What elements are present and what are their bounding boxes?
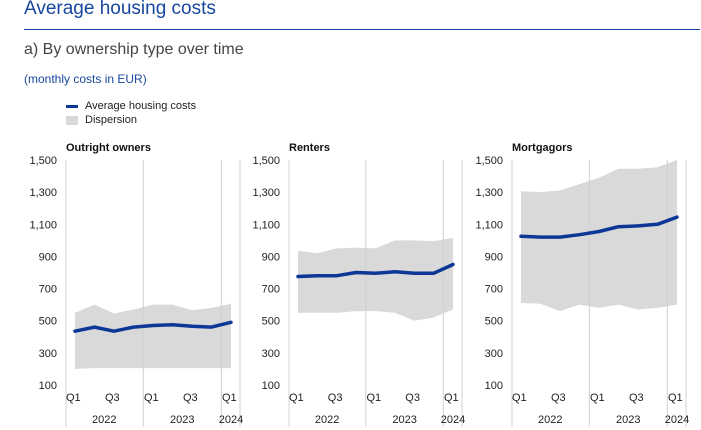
x-tick-label: Q1 (512, 392, 527, 404)
y-tick-label: 500 (39, 316, 57, 328)
y-tick-label: 700 (262, 284, 280, 296)
chart-panel-1: Outright owners 100 300 500 700 900 1,100 1,300… (29, 142, 243, 427)
chart-panel-2: Renters 100 300 500 700 900 1,100 1,300 1,500 Q1 Q… (252, 142, 465, 427)
y-tick-label: 1,100 (475, 219, 503, 231)
legend-band-swatch (66, 115, 78, 125)
chart-title: Mortgagors (512, 142, 573, 154)
y-tick-label: 1,300 (252, 187, 280, 199)
y-tick-label: 1,500 (29, 155, 57, 167)
x-tick-label: Q1 (668, 392, 683, 404)
year-label: 2023 (392, 414, 416, 426)
year-label: 2022 (315, 414, 339, 426)
page-subtitle: a) By ownership type over time (24, 41, 244, 58)
y-tick-label: 900 (262, 251, 280, 263)
y-tick-label: 500 (485, 316, 503, 328)
y-tick-label: 100 (485, 380, 503, 392)
y-tick-label: 1,100 (29, 219, 57, 231)
title-divider (24, 29, 700, 30)
legend-dispersion-label: Dispersion (85, 114, 137, 126)
y-tick-label: 100 (262, 380, 280, 392)
x-tick-label: Q1 (444, 392, 459, 404)
y-tick-label: 700 (39, 284, 57, 296)
legend: Average housing costs Dispersion (66, 99, 196, 127)
chart-panel-3: Mortgagors 100 300 500 700 900 1,100 1,300 1,500… (475, 142, 689, 427)
average-cost-line (296, 262, 455, 279)
average-cost-line (519, 215, 679, 239)
x-tick-label: Q1 (222, 392, 237, 404)
y-tick-label: 300 (39, 348, 57, 360)
y-tick-label: 900 (485, 251, 503, 263)
x-tick-label: Q3 (328, 392, 343, 404)
year-label: 2023 (170, 414, 194, 426)
y-tick-label: 1,300 (475, 187, 503, 199)
year-label: 2022 (538, 414, 562, 426)
year-label: 2022 (92, 414, 116, 426)
average-cost-line (73, 320, 233, 333)
legend-average-label: Average housing costs (85, 100, 197, 112)
dispersion-band (521, 160, 677, 312)
x-tick-label: Q1 (144, 392, 159, 404)
chart-title: Renters (289, 142, 330, 154)
page-title: Average housing costs (24, 0, 216, 19)
x-tick-label: Q1 (590, 392, 605, 404)
y-tick-label: 900 (39, 251, 57, 263)
y-tick-label: 100 (39, 380, 57, 392)
x-tick-label: Q1 (289, 392, 304, 404)
y-tick-label: 300 (262, 348, 280, 360)
y-tick-label: 700 (485, 284, 503, 296)
x-tick-label: Q1 (367, 392, 382, 404)
x-tick-label: Q3 (183, 392, 198, 404)
y-tick-label: 1,500 (475, 155, 503, 167)
dispersion-band (75, 303, 231, 369)
legend-item-average: Average housing costs (66, 99, 196, 113)
year-label: 2023 (616, 414, 640, 426)
y-tick-label: 300 (485, 348, 503, 360)
units-note: (monthly costs in EUR) (24, 72, 147, 86)
y-tick-label: 1,100 (252, 219, 280, 231)
legend-item-dispersion: Dispersion (66, 113, 196, 127)
y-tick-label: 500 (262, 316, 280, 328)
y-tick-label: 1,300 (29, 187, 57, 199)
x-tick-label: Q3 (105, 392, 120, 404)
year-label: 2024 (219, 414, 243, 426)
x-tick-label: Q3 (405, 392, 420, 404)
year-label: 2024 (441, 414, 465, 426)
y-tick-label: 1,500 (252, 155, 280, 167)
legend-line-swatch (66, 104, 78, 108)
x-tick-label: Q1 (66, 392, 81, 404)
chart-title: Outright owners (66, 142, 151, 154)
dispersion-band (298, 237, 453, 321)
x-tick-label: Q3 (629, 392, 644, 404)
x-tick-label: Q3 (551, 392, 566, 404)
year-label: 2024 (665, 414, 689, 426)
